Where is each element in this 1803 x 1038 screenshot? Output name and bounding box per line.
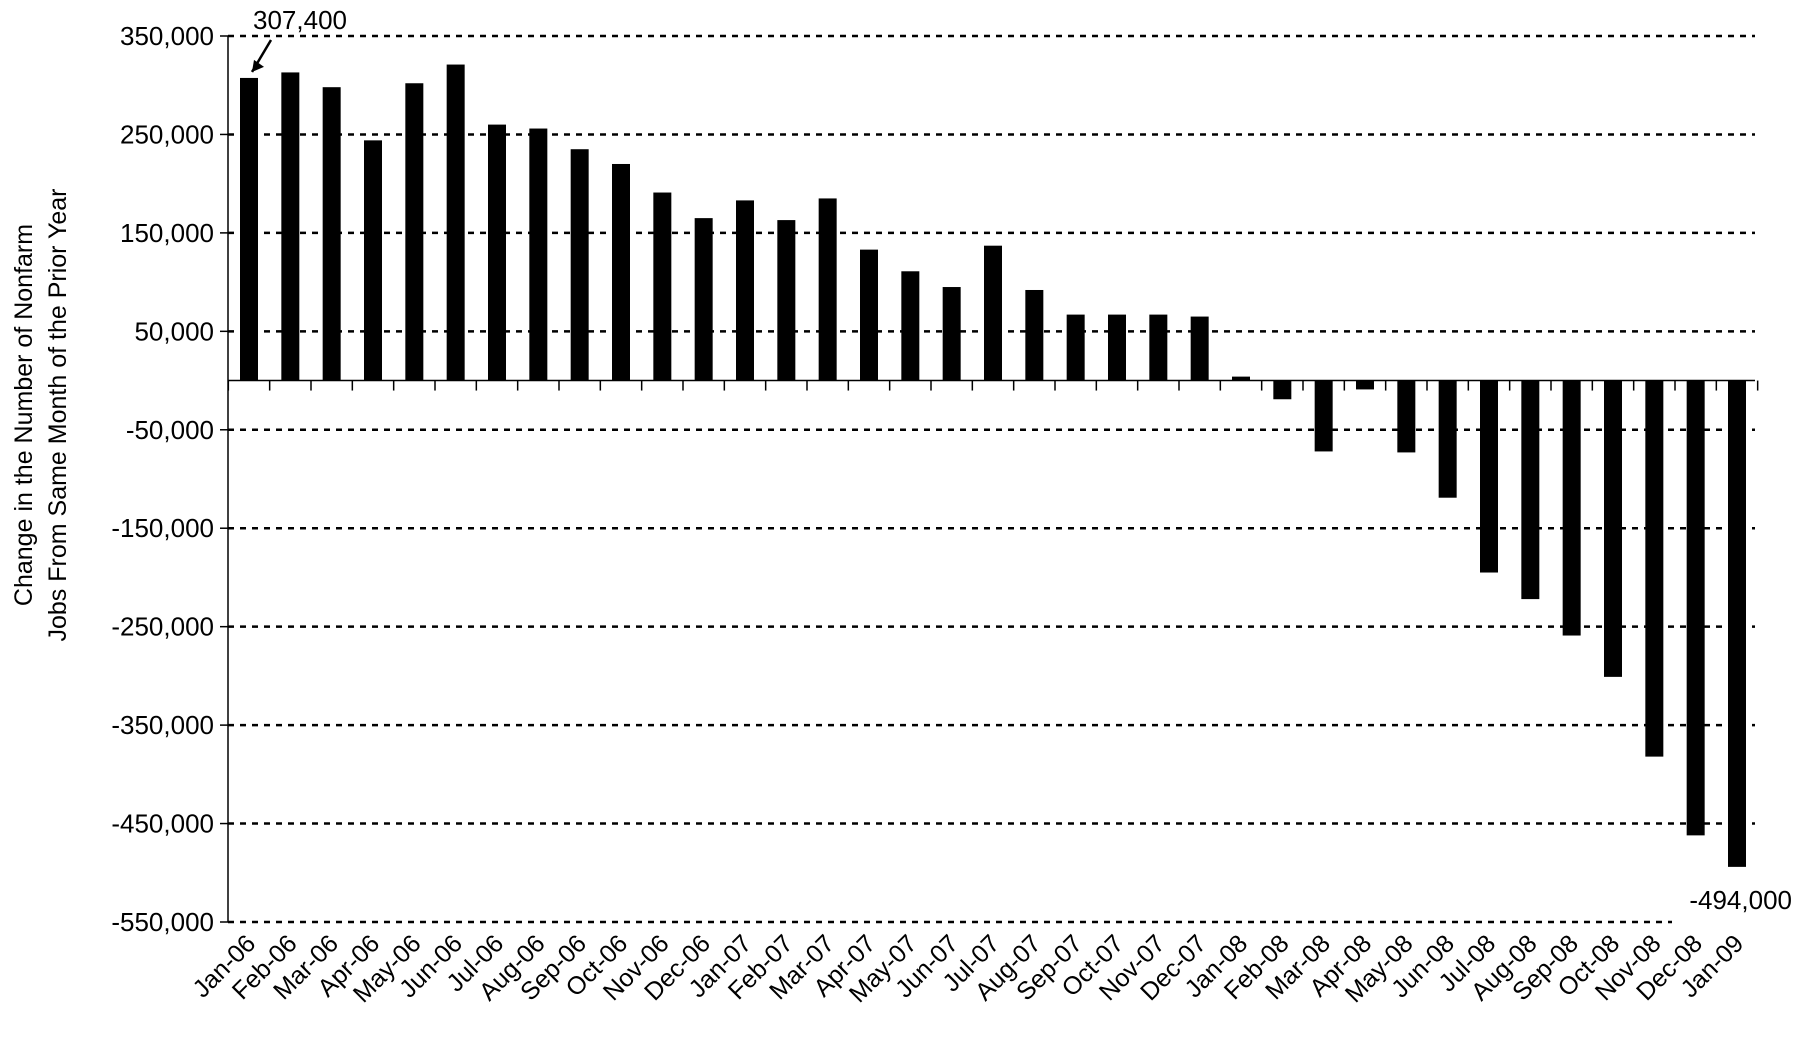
y-tick-labels: 350,000 250,000 150,000 50,000 -50,000 -150,0… [111, 21, 214, 937]
bar [736, 200, 754, 381]
bar [860, 249, 878, 381]
y-tick-label: -550,000 [111, 907, 214, 937]
y-tick-label: 150,000 [120, 218, 214, 248]
bar [777, 220, 796, 381]
bar [364, 140, 382, 381]
bar [1232, 376, 1250, 381]
bar [1108, 314, 1126, 381]
bar [1521, 380, 1540, 600]
x-category-labels: Jan-06Feb-06Mar-06Apr-06May-06Jun-06Jul-… [187, 929, 1749, 1008]
bar [1066, 314, 1085, 381]
bar [1397, 380, 1416, 453]
y-tick-label: -450,000 [111, 809, 214, 839]
bar [612, 163, 630, 381]
annotations: 307,400 -494,000 [250, 5, 1792, 915]
bar [653, 192, 672, 381]
bar [1480, 380, 1498, 573]
bar [1273, 380, 1292, 400]
annotation-arrowhead [252, 59, 264, 72]
y-axis-label-line-1: Change in the Number of Nonfarm [10, 224, 38, 606]
y-tick-label: -350,000 [111, 710, 214, 740]
annotation-label: 307,400 [253, 5, 347, 35]
bar [1314, 380, 1333, 452]
bar [1025, 289, 1044, 381]
bar [1149, 314, 1168, 381]
bar [942, 287, 961, 381]
bar [240, 77, 258, 381]
y-tick-label: 50,000 [134, 316, 214, 346]
bar [818, 198, 837, 381]
y-tick-label: -50,000 [126, 415, 214, 445]
bar [281, 72, 300, 381]
axes [220, 35, 1759, 923]
y-tick-label: 350,000 [120, 21, 214, 51]
bar [901, 271, 920, 381]
bar [1604, 380, 1622, 677]
bar [1190, 316, 1209, 381]
gridlines [228, 34, 1755, 924]
bar [488, 124, 506, 381]
y-tick-label: 250,000 [120, 119, 214, 149]
y-tick-label: -250,000 [111, 612, 214, 642]
bar [1645, 380, 1664, 757]
y-tick-label: -150,000 [111, 513, 214, 543]
bar [1438, 380, 1457, 498]
bar [446, 64, 465, 381]
bar [1686, 380, 1705, 836]
bar [405, 83, 424, 381]
bar [322, 87, 341, 381]
bar [1356, 380, 1374, 390]
bar [1728, 380, 1746, 867]
bar [570, 149, 589, 381]
y-axis-label-line-2: Jobs From Same Month of the Prior Year [44, 189, 72, 642]
bar [1562, 380, 1581, 636]
bar [984, 245, 1002, 381]
bars [240, 64, 1746, 867]
annotation-label: -494,000 [1689, 885, 1792, 915]
bar [529, 128, 548, 381]
bar [694, 218, 713, 381]
